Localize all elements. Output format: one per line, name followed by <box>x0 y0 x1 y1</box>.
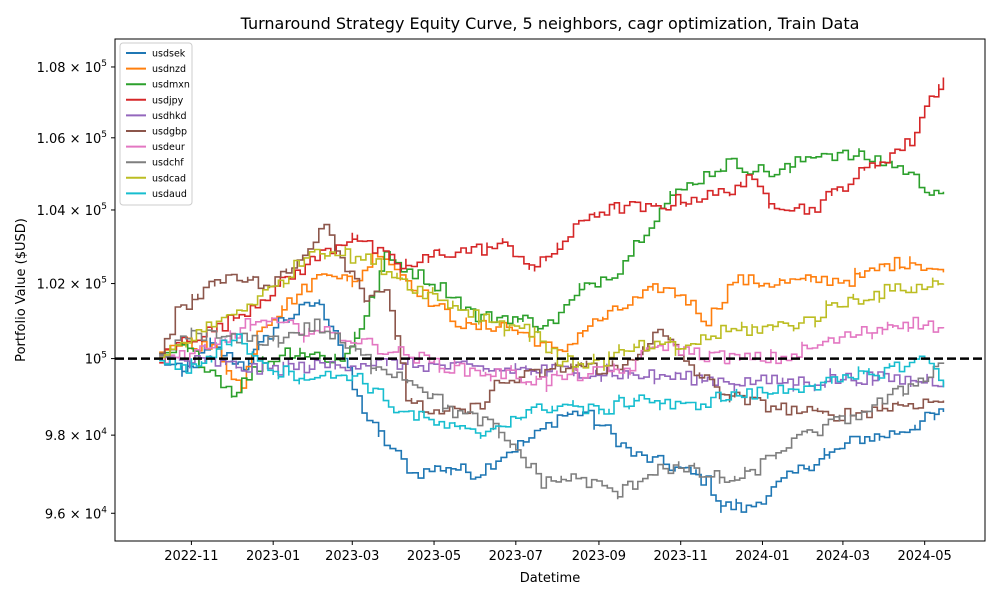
series-layer <box>159 77 945 513</box>
legend-label-usdmxn: usdmxn <box>152 80 190 91</box>
x-tick-label: 2022-11 <box>164 549 218 564</box>
legend-label-usdgbp: usdgbp <box>152 127 187 138</box>
series-line-usdmxn <box>159 148 945 398</box>
y-tick-label: 105 <box>85 351 107 368</box>
legend-label-usdaud: usdaud <box>152 189 187 200</box>
series-usdcad <box>159 246 945 373</box>
x-axis-label: Datetime <box>520 571 580 586</box>
legend-label-usdnzd: usdnzd <box>152 64 186 75</box>
legend-label-usdsek: usdsek <box>152 49 186 60</box>
series-line-usdchf <box>159 318 945 500</box>
series-usdmxn <box>159 148 945 398</box>
x-tick-label: 2023-03 <box>325 549 379 564</box>
y-axis: 9.6 × 104 9.8 × 104 105 1.02 × 105 1.04 × 10… <box>37 59 115 522</box>
x-tick-label: 2023-05 <box>407 549 461 564</box>
x-tick-label: 2024-01 <box>735 549 789 564</box>
x-tick-label: 2023-01 <box>246 549 300 564</box>
y-tick-label: 1.02 × 105 <box>37 276 107 293</box>
x-tick-label: 2023-07 <box>489 549 543 564</box>
series-line-usdeur <box>159 316 945 392</box>
plot-frame <box>114 38 986 542</box>
legend-label-usdeur: usdeur <box>152 142 185 153</box>
series-usdchf <box>159 318 945 500</box>
x-tick-label: 2024-03 <box>816 549 870 564</box>
x-tick-label: 2023-09 <box>572 549 626 564</box>
series-line-usdaud <box>159 333 945 439</box>
series-usdgbp <box>159 223 945 422</box>
legend-label-usdcad: usdcad <box>152 173 186 184</box>
x-tick-label: 2024-05 <box>898 549 952 564</box>
legend-label-usdhkd: usdhkd <box>152 111 187 122</box>
series-usdsek <box>159 299 945 513</box>
series-line-usdcad <box>159 246 945 373</box>
chart-title: Turnaround Strategy Equity Curve, 5 neig… <box>240 14 860 33</box>
legend: usdsek usdnzd usdmxn usdjpy usdhkd usdgbp usde… <box>119 42 193 206</box>
y-tick-label: 9.6 × 104 <box>45 505 107 522</box>
x-axis: 2022-11 2023-01 2023-03 2023-05 2023-07 2023-… <box>164 541 952 564</box>
y-tick-label: 9.8 × 104 <box>45 427 107 444</box>
x-tick-label: 2023-11 <box>654 549 708 564</box>
y-tick-label: 1.08 × 105 <box>37 59 107 76</box>
y-tick-label: 1.06 × 105 <box>37 130 107 147</box>
series-line-usdgbp <box>159 223 945 422</box>
series-usdaud <box>159 333 945 439</box>
legend-label-usdchf: usdchf <box>152 158 184 169</box>
legend-label-usdjpy: usdjpy <box>152 95 184 106</box>
y-tick-label: 1.04 × 105 <box>37 202 107 219</box>
series-line-usdsek <box>159 299 945 513</box>
y-axis-label: Portfolio Value ($USD) <box>14 218 29 362</box>
series-usdeur <box>159 316 945 392</box>
